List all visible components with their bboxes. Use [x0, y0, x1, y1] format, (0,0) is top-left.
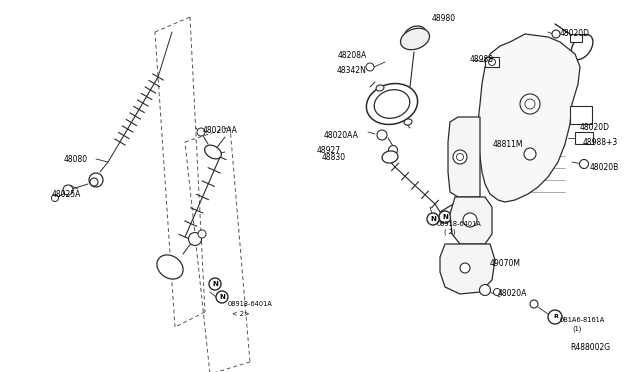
Text: 48988: 48988 — [470, 55, 494, 64]
Circle shape — [453, 150, 467, 164]
Text: 48988+3: 48988+3 — [583, 138, 618, 147]
Text: 48020A: 48020A — [498, 289, 527, 298]
Text: 48080: 48080 — [64, 154, 88, 164]
Circle shape — [209, 278, 221, 290]
Polygon shape — [448, 117, 480, 197]
Text: N: N — [431, 216, 436, 222]
Text: 48020AA: 48020AA — [324, 131, 359, 140]
Text: 48020D: 48020D — [580, 122, 610, 131]
Circle shape — [552, 30, 560, 38]
Circle shape — [89, 173, 103, 187]
Text: N: N — [220, 294, 225, 300]
Circle shape — [427, 213, 439, 225]
Circle shape — [51, 195, 58, 202]
Circle shape — [439, 211, 451, 223]
Circle shape — [197, 128, 205, 136]
Circle shape — [548, 310, 562, 324]
Text: 48025A: 48025A — [52, 189, 81, 199]
Bar — [570, 106, 592, 124]
Text: 48020D: 48020D — [560, 29, 590, 38]
Ellipse shape — [382, 151, 398, 163]
Circle shape — [216, 291, 228, 303]
Ellipse shape — [404, 119, 412, 125]
Ellipse shape — [376, 85, 384, 91]
Text: 49070M: 49070M — [490, 260, 521, 269]
Text: N: N — [442, 214, 449, 220]
Ellipse shape — [366, 84, 418, 125]
Ellipse shape — [404, 26, 426, 42]
Ellipse shape — [205, 145, 221, 159]
Circle shape — [463, 213, 477, 227]
Circle shape — [530, 300, 538, 308]
Text: 48927: 48927 — [317, 145, 341, 154]
Text: 08918-6401A: 08918-6401A — [437, 221, 482, 227]
Text: 48811M: 48811M — [493, 140, 524, 148]
Polygon shape — [450, 197, 492, 244]
Text: < 2>: < 2> — [232, 311, 250, 317]
Circle shape — [189, 232, 202, 246]
Text: 48980: 48980 — [432, 13, 456, 22]
Text: 48020AA: 48020AA — [203, 125, 238, 135]
Circle shape — [63, 185, 73, 195]
Text: R488002G: R488002G — [570, 343, 610, 352]
Circle shape — [520, 94, 540, 114]
Ellipse shape — [157, 255, 183, 279]
Bar — [570, 34, 582, 42]
Circle shape — [90, 178, 98, 186]
Bar — [485, 57, 499, 67]
Ellipse shape — [571, 35, 593, 60]
Circle shape — [456, 154, 463, 160]
Ellipse shape — [401, 28, 429, 50]
Text: 48342N: 48342N — [337, 65, 367, 74]
Text: 0B1A6-8161A: 0B1A6-8161A — [560, 317, 605, 323]
Text: 48020B: 48020B — [590, 163, 620, 171]
Text: N: N — [212, 281, 218, 287]
Text: (1): (1) — [572, 326, 581, 332]
Bar — [575, 132, 593, 144]
Circle shape — [488, 58, 495, 65]
Circle shape — [579, 160, 589, 169]
Circle shape — [525, 99, 535, 109]
Text: 48830: 48830 — [322, 153, 346, 161]
Circle shape — [377, 130, 387, 140]
Text: 48208A: 48208A — [338, 51, 367, 60]
Circle shape — [388, 145, 397, 154]
Ellipse shape — [374, 90, 410, 118]
Circle shape — [524, 148, 536, 160]
Text: 08918-6401A: 08918-6401A — [228, 301, 273, 307]
Text: ( 2): ( 2) — [444, 229, 456, 235]
Circle shape — [493, 289, 500, 295]
Circle shape — [479, 285, 490, 295]
Circle shape — [198, 230, 206, 238]
Text: R: R — [553, 314, 558, 320]
Polygon shape — [478, 34, 580, 202]
Circle shape — [366, 63, 374, 71]
Circle shape — [460, 263, 470, 273]
Polygon shape — [440, 244, 495, 294]
